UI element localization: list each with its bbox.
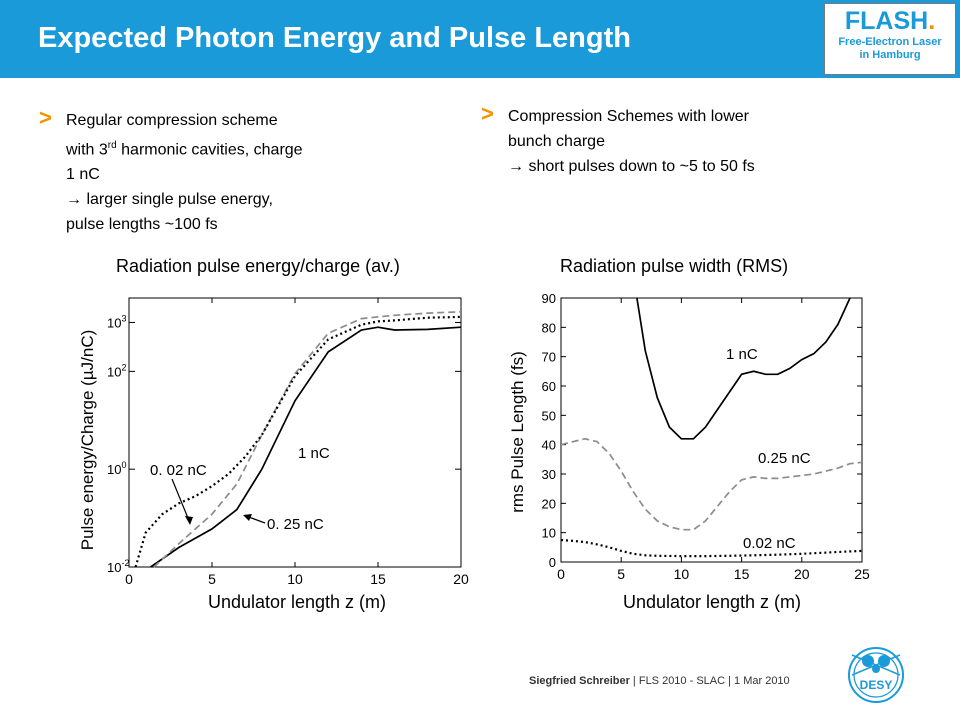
- chart-left-x-tick-label: 15: [370, 571, 386, 587]
- bullet-right-line2: bunch charge: [508, 129, 755, 154]
- chart-right-x-tick-label: 10: [674, 566, 690, 582]
- footer-details: | FLS 2010 - SLAC | 1 Mar 2010: [630, 675, 790, 687]
- chart-right-frame: [561, 298, 862, 562]
- chart-right-y-tick-label: 90: [542, 291, 556, 306]
- chart-right-title: Radiation pulse width (RMS): [560, 256, 788, 277]
- bullet-left-line1: Regular compression scheme: [66, 108, 303, 133]
- chart-left-x-tick-label: 5: [208, 571, 216, 587]
- chart-left-y-tick-label: 100: [107, 460, 126, 477]
- bullet-marker-right: >: [481, 101, 494, 126]
- chart-right-y-tick-label: 40: [542, 438, 556, 453]
- chart-right-y-tick-label: 70: [542, 350, 556, 365]
- bullet-left-line2: with 3rd harmonic cavities, charge: [66, 133, 303, 162]
- footer-author: Siegfried Schreiber: [529, 675, 630, 687]
- chart-right-annotation: 1 nC: [726, 346, 758, 363]
- chart-right-series-2: [561, 540, 862, 556]
- chart-right-y-tick-label: 80: [542, 320, 556, 335]
- desy-logo: DESY: [846, 645, 906, 705]
- bullet-right-line3: → short pulses down to ~5 to 50 fs: [508, 154, 755, 179]
- chart-right-annotation: 0.02 nC: [743, 535, 796, 552]
- flash-logo-word: FLASH.: [825, 7, 955, 36]
- flash-logo-subtitle-1: Free-Electron Laser: [825, 36, 955, 49]
- chart-right-y-tick-label: 0: [549, 555, 556, 570]
- chart-right-series-0: [637, 298, 850, 439]
- chart-right-x-tick-label: 15: [734, 566, 750, 582]
- chart-right-y-tick-label: 30: [542, 467, 556, 482]
- chart-right-y-tick-label: 10: [542, 526, 556, 541]
- chart-left-x-tick-label: 20: [453, 571, 469, 587]
- chart-right-annotation: 0.25 nC: [758, 450, 811, 467]
- bullet-left-line5: pulse lengths ~100 fs: [66, 212, 303, 237]
- chart-left-annotation: 0. 02 nC: [150, 462, 207, 479]
- chart-left-ylabel: Pulse energy/Charge (µJ/nC): [78, 330, 97, 551]
- bullet-left-line3: 1 nC: [66, 162, 303, 187]
- chart-right-x-tick-label: 5: [617, 566, 625, 582]
- flash-logo: FLASH. Free-Electron Laser in Hamburg: [824, 3, 956, 75]
- flash-logo-subtitle-2: in Hamburg: [825, 49, 955, 62]
- slide-title: Expected Photon Energy and Pulse Length: [38, 22, 631, 55]
- chart-left-title: Radiation pulse energy/charge (av.): [116, 256, 400, 277]
- chart-left-y-tick-label: 103: [107, 313, 126, 330]
- desy-logo-text: DESY: [860, 678, 893, 692]
- footer-text: Siegfried Schreiber | FLS 2010 - SLAC | …: [529, 675, 790, 687]
- chart-right-width: rms Pulse Length (fs) Undulator length z…: [500, 278, 920, 618]
- chart-left-energy: Pulse energy/Charge (µJ/nC) Undulator le…: [60, 278, 540, 618]
- chart-left-xlabel: Undulator length z (m): [208, 592, 386, 612]
- chart-right-x-tick-label: 0: [557, 566, 565, 582]
- bullet-left: > Regular compression scheme with 3rd ha…: [66, 108, 303, 237]
- bullet-marker-left: >: [39, 105, 52, 130]
- bullet-right-line1: Compression Schemes with lower: [508, 104, 755, 129]
- chart-right-x-tick-label: 25: [854, 566, 870, 582]
- chart-right-ylabel: rms Pulse Length (fs): [508, 351, 527, 513]
- chart-right-xlabel: Undulator length z (m): [623, 592, 801, 612]
- chart-right-series-1: [561, 439, 862, 530]
- chart-left-annotation: 1 nC: [298, 445, 330, 462]
- chart-left-x-tick-label: 10: [287, 571, 303, 587]
- chart-right-y-tick-label: 20: [542, 496, 556, 511]
- chart-left-y-tick-label: 102: [107, 362, 126, 379]
- bullet-right: > Compression Schemes with lower bunch c…: [508, 104, 755, 179]
- chart-left-x-tick-label: 0: [125, 571, 133, 587]
- chart-right-y-tick-label: 60: [542, 379, 556, 394]
- chart-right-y-tick-label: 50: [542, 408, 556, 423]
- chart-right-x-tick-label: 20: [794, 566, 810, 582]
- chart-left-annotation: 0. 25 nC: [267, 516, 324, 533]
- bullet-left-line4: → larger single pulse energy,: [66, 187, 303, 212]
- chart-left-annotation-arrowhead: [185, 516, 193, 525]
